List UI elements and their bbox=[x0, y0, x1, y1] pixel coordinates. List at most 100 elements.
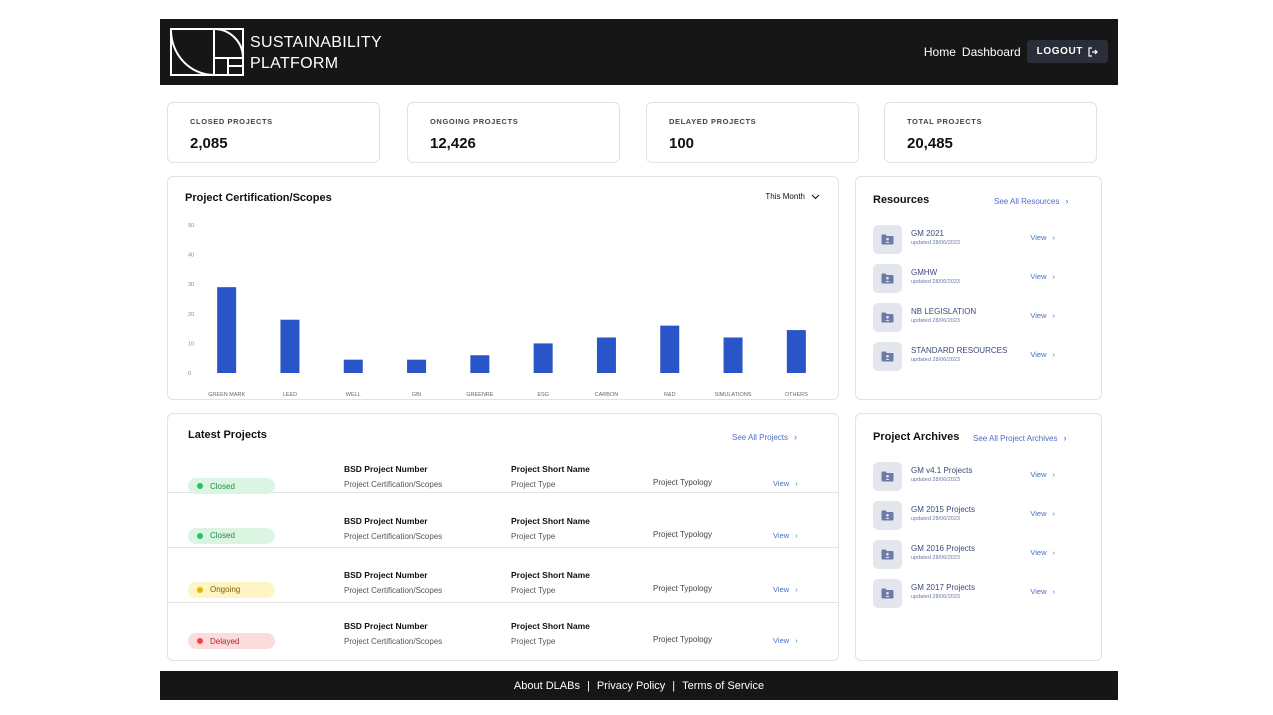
x-tick-label: R&D bbox=[664, 392, 676, 398]
item-name: NB LEGISLATION bbox=[911, 307, 977, 316]
see-all-projects-label: See All Projects bbox=[732, 432, 789, 442]
stat-value: 12,426 bbox=[430, 135, 476, 152]
item-view-link[interactable]: View › bbox=[1030, 509, 1055, 518]
item-view-link[interactable]: View › bbox=[1030, 587, 1055, 596]
stat-value: 100 bbox=[669, 135, 695, 152]
resource-item: GM 2021 updated 28/06/2023 View › bbox=[873, 225, 1071, 255]
item-view-link[interactable]: View › bbox=[1030, 272, 1055, 281]
view-label: View bbox=[773, 636, 790, 645]
archive-item: GM 2016 Projects updated 28/06/2023 View › bbox=[873, 540, 1071, 570]
project-short-name: Project Short Name bbox=[511, 464, 590, 474]
archive-item: GM 2017 Projects updated 28/06/2023 View › bbox=[873, 579, 1071, 609]
stat-label: ONGOING PROJECTS bbox=[430, 117, 519, 126]
folder-user-icon bbox=[873, 342, 902, 371]
folder-user-icon bbox=[873, 264, 902, 293]
project-number-cell: BSD Project Number Project Certification/… bbox=[344, 516, 442, 541]
y-tick-label: 30 bbox=[188, 282, 194, 288]
see-all-archives-label: See All Project Archives bbox=[973, 433, 1058, 443]
app-frame: SUSTAINABILITY PLATFORM Home Dashboard L… bbox=[160, 19, 1118, 700]
bar-r-d[interactable] bbox=[660, 325, 680, 373]
logout-icon bbox=[1088, 46, 1098, 57]
see-all-resources-link[interactable]: See All Resources › bbox=[994, 196, 1068, 206]
see-all-archives-link[interactable]: See All Project Archives › bbox=[973, 433, 1066, 443]
stat-label: TOTAL PROJECTS bbox=[907, 117, 983, 126]
bar-well[interactable] bbox=[343, 359, 363, 373]
period-dropdown[interactable]: This Month bbox=[765, 192, 820, 201]
status-dot-icon bbox=[197, 532, 203, 539]
footer-bar: About DLABs | Privacy Policy | Terms of … bbox=[160, 671, 1118, 700]
item-name: GM 2016 Projects bbox=[911, 544, 976, 553]
project-view-link[interactable]: View › bbox=[773, 636, 798, 645]
status-label: Ongoing bbox=[210, 585, 241, 594]
table-row[interactable]: Closed BSD Project Number Project Certific… bbox=[168, 451, 838, 494]
chevron-right-icon: › bbox=[1052, 509, 1056, 518]
chevron-right-icon: › bbox=[795, 479, 798, 488]
footer-privacy-link[interactable]: Privacy Policy bbox=[596, 679, 666, 692]
nav-dashboard-link[interactable]: Dashboard bbox=[961, 44, 1021, 59]
folder-user-icon bbox=[873, 540, 902, 569]
item-view-link[interactable]: View › bbox=[1030, 233, 1055, 242]
stat-card-total: TOTAL PROJECTS 20,485 bbox=[884, 102, 1097, 163]
project-type: Project Type bbox=[511, 637, 556, 646]
bar-others[interactable] bbox=[786, 330, 806, 373]
project-name-cell: Project Short Name Project Type bbox=[511, 464, 590, 489]
bar-leed[interactable] bbox=[280, 319, 300, 373]
chevron-right-icon: › bbox=[795, 636, 798, 645]
certification-chart-panel: Project Certification/Scopes This Month … bbox=[167, 176, 839, 400]
project-view-link[interactable]: View › bbox=[773, 531, 798, 540]
project-type: Project Type bbox=[511, 480, 556, 489]
project-name-cell: Project Short Name Project Type bbox=[511, 516, 590, 541]
bar-esg[interactable] bbox=[533, 343, 553, 373]
platform-logo-icon bbox=[170, 28, 244, 76]
top-bar: SUSTAINABILITY PLATFORM Home Dashboard L… bbox=[160, 19, 1118, 85]
bar-carbon[interactable] bbox=[596, 337, 616, 373]
stat-value: 2,085 bbox=[190, 135, 228, 152]
table-row[interactable]: Delayed BSD Project Number Project Certifi… bbox=[168, 603, 838, 660]
nav-home-link[interactable]: Home bbox=[923, 44, 956, 59]
table-row[interactable]: Ongoing BSD Project Number Project Certifi… bbox=[168, 548, 838, 603]
project-number-cell: BSD Project Number Project Certification/… bbox=[344, 570, 442, 595]
x-tick-label: CARBON bbox=[595, 392, 619, 398]
item-view-link[interactable]: View › bbox=[1030, 548, 1055, 557]
item-updated-date: updated 28/06/2023 bbox=[911, 516, 960, 522]
table-row[interactable]: Closed BSD Project Number Project Certific… bbox=[168, 495, 838, 548]
resource-item: NB LEGISLATION updated 28/06/2023 View › bbox=[873, 303, 1071, 333]
x-tick-label: GREEN MARK bbox=[208, 392, 245, 398]
status-dot-icon bbox=[197, 483, 203, 489]
stat-label: CLOSED PROJECTS bbox=[190, 117, 273, 126]
project-short-name: Project Short Name bbox=[511, 515, 590, 526]
bar-green-mark[interactable] bbox=[217, 287, 237, 373]
brand-line-1: SUSTAINABILITY bbox=[250, 34, 382, 51]
footer-separator: | bbox=[586, 679, 590, 692]
bar-greenre[interactable] bbox=[470, 355, 490, 373]
project-number: BSD Project Number bbox=[344, 515, 428, 526]
project-typology: Project Typology bbox=[653, 635, 712, 644]
project-scope: Project Certification/Scopes bbox=[344, 637, 443, 646]
folder-user-icon bbox=[873, 501, 902, 530]
see-all-projects-link[interactable]: See All Projects › bbox=[732, 432, 797, 442]
chevron-right-icon: › bbox=[795, 530, 798, 540]
project-scope: Project Certification/Scopes bbox=[344, 531, 443, 541]
project-view-link[interactable]: View › bbox=[773, 479, 798, 488]
status-badge: Ongoing bbox=[188, 581, 275, 598]
resources-panel: Resources See All Resources › GM 2021 upd… bbox=[855, 176, 1102, 400]
logout-button[interactable]: LOGOUT bbox=[1026, 40, 1108, 63]
bar-gbi[interactable] bbox=[407, 359, 427, 373]
footer-about-link[interactable]: About DLABs bbox=[513, 679, 580, 692]
bar-simulations[interactable] bbox=[723, 337, 743, 373]
item-updated-date: updated 28/06/2023 bbox=[911, 240, 960, 246]
project-view-link[interactable]: View › bbox=[773, 585, 798, 594]
project-scope: Project Certification/Scopes bbox=[344, 480, 443, 489]
item-updated-date: updated 28/06/2023 bbox=[911, 594, 960, 600]
item-updated-date: updated 28/06/2023 bbox=[911, 279, 960, 285]
x-tick-label: ESG bbox=[537, 392, 549, 398]
x-tick-label: SIMULATIONS bbox=[715, 392, 752, 398]
project-number-cell: BSD Project Number Project Certification/… bbox=[344, 464, 442, 489]
item-view-link[interactable]: View › bbox=[1030, 311, 1055, 320]
chart-title: Project Certification/Scopes bbox=[185, 192, 332, 204]
footer-terms-link[interactable]: Terms of Service bbox=[682, 679, 765, 692]
project-short-name: Project Short Name bbox=[511, 621, 590, 631]
item-view-link[interactable]: View › bbox=[1030, 350, 1055, 359]
chevron-right-icon: › bbox=[1052, 311, 1056, 320]
item-view-link[interactable]: View › bbox=[1030, 470, 1055, 479]
